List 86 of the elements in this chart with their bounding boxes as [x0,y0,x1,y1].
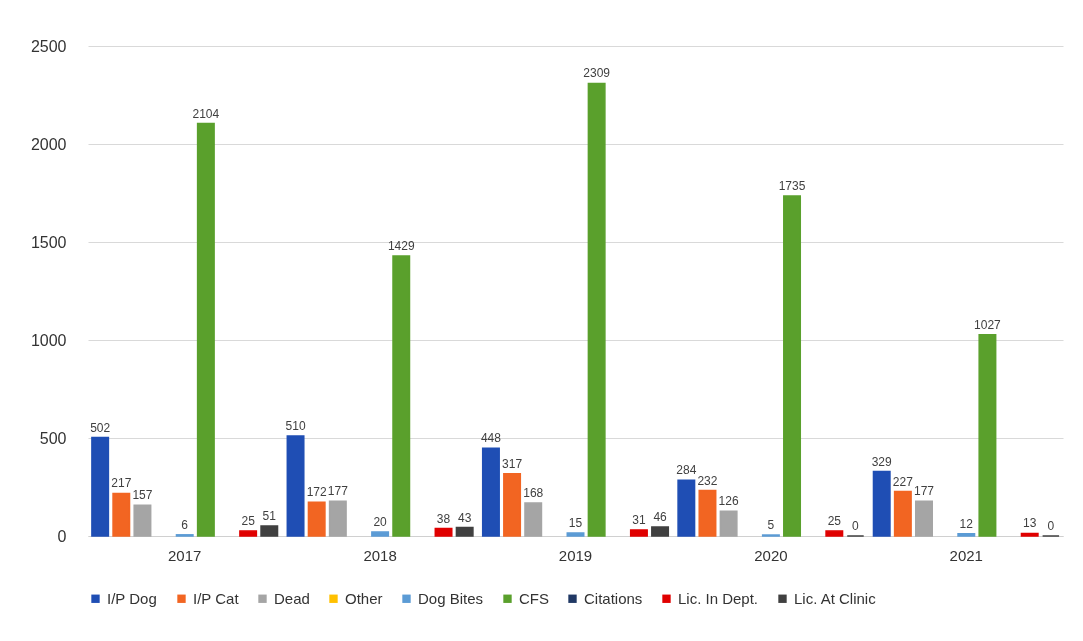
bar [783,195,802,537]
bar [629,529,648,537]
bar [698,489,717,537]
data-label: 12 [959,516,974,531]
bar [566,532,585,537]
bar [434,527,453,537]
data-label: 0 [1047,519,1055,533]
data-label: 25 [241,514,256,529]
bar [481,447,500,537]
x-tick-label: 2019 [558,546,593,564]
data-label: 2309 [583,66,611,81]
data-label: 177 [913,484,935,499]
data-label: 5 [767,518,775,533]
data-label: 232 [697,473,718,488]
bar [91,436,110,537]
bar [957,532,976,537]
legend-label: I/P Cat [193,589,240,607]
x-tick-label: 2017 [168,546,202,564]
data-label: 2104 [192,106,220,121]
bar [328,500,347,537]
data-label: 217 [111,476,132,491]
data-label: 13 [1023,516,1037,531]
bar [825,530,844,537]
data-label: 502 [90,420,111,435]
x-tick-label: 2021 [949,546,983,564]
bar [392,255,411,537]
bar [371,531,390,537]
data-label: 227 [892,474,914,489]
y-tick-label: 500 [39,429,67,447]
data-label: 126 [718,494,739,509]
data-label: 31 [632,512,646,527]
data-label: 317 [502,456,523,471]
data-label: 510 [285,419,306,434]
y-tick-label: 1500 [30,233,67,251]
data-label: 25 [827,514,842,529]
x-tick-label: 2020 [754,546,788,564]
data-label: 448 [480,431,502,446]
bar [978,333,997,537]
data-label: 46 [653,509,668,524]
legend-label: Dead [274,589,310,607]
bar [239,530,258,537]
y-tick-label: 2500 [30,37,67,55]
data-label: 177 [327,484,349,499]
legend-label: Citations [584,589,643,607]
legend-label: CFS [519,589,549,607]
legend-label: Dog Bites [418,589,484,607]
x-tick-label: 2018 [363,546,397,564]
bar [893,490,912,537]
bar [307,501,326,537]
bar [651,526,670,537]
data-label: 43 [458,510,472,525]
data-label: 329 [871,454,893,469]
data-label: 172 [306,485,328,500]
bar [1020,532,1039,537]
data-label: 1429 [387,238,415,253]
bar [196,122,215,537]
bar [503,473,522,537]
data-label: 168 [523,486,544,501]
bar [524,502,543,537]
data-label: 6 [181,517,189,532]
data-label: 1027 [974,317,1002,332]
bar [872,470,891,537]
bar [677,479,696,537]
legend-label: Lic. In Dept. [678,589,759,607]
data-label: 0 [852,519,860,533]
y-tick-label: 2000 [30,135,67,153]
y-tick-label: 1000 [30,331,67,349]
bar [260,525,279,537]
data-label: 284 [676,463,697,478]
legend-label: I/P Dog [107,589,157,607]
data-label: 157 [132,488,153,503]
bar [286,435,305,537]
bar [133,504,152,537]
bar [587,82,606,537]
bar [455,526,474,537]
data-label: 38 [436,511,451,526]
data-label: 51 [262,509,277,523]
bar [719,510,738,537]
data-label: 20 [373,515,388,530]
data-label: 1735 [778,178,806,193]
bar [915,500,933,537]
data-label: 15 [568,516,583,531]
y-tick-label: 0 [57,527,67,545]
legend-label: Lic. At Clinic [794,589,877,607]
bar [112,492,131,537]
legend-label: Other [345,589,383,607]
